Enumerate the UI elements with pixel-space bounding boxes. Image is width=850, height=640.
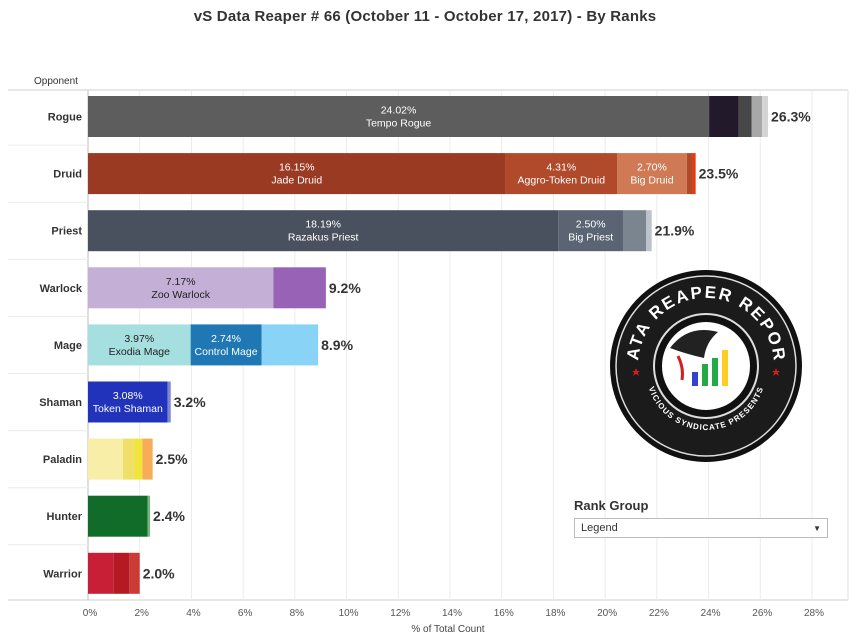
bar-segment [762,96,769,137]
bar-segment [88,438,123,480]
bar-segment [134,438,143,480]
rank-group-title: Rank Group [574,498,649,513]
bar-segment [88,267,274,309]
bars: 24.02%Tempo Rogue 16.15%Jade Druid 4.31%Ag… [88,96,769,594]
row-label: Hunter [47,511,83,523]
bar-segment [261,324,319,366]
x-tick-label: 0% [83,608,98,619]
bar-segment [88,381,168,423]
total-label: 23.5% [699,166,739,182]
bar-segment [113,552,130,594]
segment-archetype-label: Big Druid [630,175,673,187]
bar-segment [147,495,151,537]
x-axis: 0% 2% 4% 6% 8% 10% 12% 14% 16% 18% 20% 22% 24% 26% 28% [83,608,824,619]
x-tick-label: 4% [186,608,201,619]
segment-value-label: 3.08% [113,390,143,402]
row-label: Warlock [40,283,83,295]
row-labels: Rogue Druid Priest Warlock Mage Shaman Paladin… [39,112,83,581]
x-tick-label: 24% [701,608,721,619]
total-label: 26.3% [771,109,811,125]
bar-segment [709,96,739,137]
total-label: 9.2% [329,280,361,296]
x-tick-label: 12% [390,608,410,619]
x-tick-label: 8% [290,608,305,619]
segment-archetype-label: Jade Druid [271,175,322,187]
x-tick-label: 10% [339,608,359,619]
rank-group-dropdown[interactable]: Legend ▼ [574,518,828,538]
x-axis-label: % of Total Count [411,624,484,635]
bar-segment [622,210,647,252]
total-label: 2.5% [156,451,188,467]
x-tick-label: 20% [597,608,617,619]
segment-archetype-label: Control Mage [195,346,258,358]
total-label: 21.9% [655,223,695,239]
segment-value-label: 18.19% [305,219,341,231]
row-label: Warrior [43,568,82,580]
chevron-down-icon: ▼ [813,523,821,533]
x-tick-label: 18% [545,608,565,619]
bar-segment [122,438,135,480]
row-label: Rogue [48,112,82,124]
bar-segment [617,153,687,195]
segment-value-label: 24.02% [381,105,417,117]
total-label: 3.2% [174,394,206,410]
bar-segment [88,495,148,537]
row-label: Mage [54,340,82,352]
bar-segment [692,153,696,195]
total-label: 2.0% [143,565,175,581]
segment-archetype-label: Big Priest [568,232,613,244]
bar-segment [738,96,752,137]
bar-segment [88,552,114,594]
total-label: 2.4% [153,508,185,524]
bar-segment [88,96,710,137]
bar-segment [646,210,652,252]
data-reaper-logo: DATA REAPER REPORT VICIOUS SYNDICATE PRE… [601,253,804,464]
segment-archetype-label: Exodia Mage [109,346,170,358]
bar-segment [88,153,506,195]
row-label: Shaman [39,397,82,409]
row-label: Priest [51,226,82,238]
rank-group-filter: Rank Group Legend ▼ [574,498,830,538]
x-tick-label: 16% [494,608,514,619]
row-header-opponent: Opponent [34,76,78,87]
segment-value-label: 3.97% [124,333,154,345]
x-tick-label: 6% [238,608,253,619]
row-label: Paladin [43,454,82,466]
bar-segment [88,324,191,366]
segment-value-label: 7.17% [166,276,196,288]
total-labels: 26.3% 23.5% 21.9% 9.2% 8.9% 3.2% 2.5% 2.4% 2.0% [143,109,812,582]
x-tick-label: 2% [134,608,149,619]
segment-archetype-label: Razakus Priest [288,232,359,244]
bar-segment [142,438,153,480]
total-label: 8.9% [321,337,353,353]
bar-segment [686,153,693,195]
segment-value-label: 2.50% [576,219,606,231]
segment-archetype-label: Tempo Rogue [366,118,432,130]
segment-value-label: 4.31% [546,162,576,174]
bar-segment [558,210,623,252]
bar-segment [751,96,763,137]
row-label: Druid [53,169,82,181]
segment-archetype-label: Aggro-Token Druid [518,175,606,187]
bar-segment [190,324,262,366]
rank-group-selected: Legend [581,522,618,534]
x-tick-label: 14% [442,608,462,619]
chart-title: vS Data Reaper # 66 (October 11 - Octobe… [193,8,657,25]
x-tick-label: 26% [752,608,772,619]
segment-value-label: 16.15% [279,162,315,174]
segment-archetype-label: Zoo Warlock [151,289,210,301]
bar-segment [88,210,559,252]
segment-archetype-label: Token Shaman [93,403,163,415]
bar-segment [167,381,171,423]
bar-segment [505,153,618,195]
segment-value-label: 2.70% [637,162,667,174]
bar-segment [273,267,326,309]
x-tick-label: 28% [804,608,824,619]
segment-value-label: 2.74% [211,333,241,345]
bar-segment [129,552,140,594]
x-tick-label: 22% [649,608,669,619]
